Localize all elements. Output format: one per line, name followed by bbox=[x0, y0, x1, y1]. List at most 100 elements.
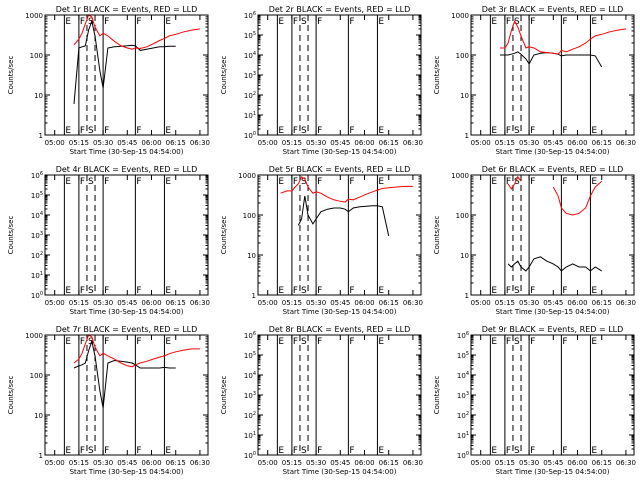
x-tick-label: 05:30 bbox=[93, 459, 113, 467]
panel-title: Det 3r BLACK = Events, RED = LLD bbox=[482, 5, 624, 14]
y-tick-label: 100 bbox=[244, 451, 256, 460]
event-marker-label-bottom: S bbox=[88, 126, 94, 136]
y-tick-label: 103 bbox=[457, 391, 469, 400]
panel-title: Det 9r BLACK = Events, RED = LLD bbox=[482, 325, 624, 334]
y-tick-label: 101 bbox=[244, 111, 256, 120]
axes-frame bbox=[44, 334, 209, 456]
panel-title: Det 7r BLACK = Events, RED = LLD bbox=[56, 325, 198, 334]
y-tick-label: 103 bbox=[31, 231, 43, 240]
detector-panel: Det 1r BLACK = Events, RED = LLDEEFFSSFF… bbox=[7, 5, 210, 156]
event-marker-label-top: F bbox=[317, 337, 322, 347]
event-marker-label-bottom: E bbox=[165, 286, 171, 296]
event-marker-label-top: E bbox=[378, 177, 384, 187]
event-marker-label-top: E bbox=[378, 17, 384, 27]
x-tick-label: 06:15 bbox=[166, 139, 186, 147]
series-line-events bbox=[73, 339, 176, 409]
x-tick-label: 06:00 bbox=[141, 299, 161, 307]
y-tick-label: 10 bbox=[34, 412, 43, 420]
y-tick-label: 10 bbox=[460, 92, 469, 100]
event-marker-label-bottom: F bbox=[80, 126, 85, 136]
event-marker-label-top: S bbox=[88, 17, 94, 27]
x-tick-label: 05:45 bbox=[117, 459, 137, 467]
event-marker-label-bottom: E bbox=[378, 446, 384, 456]
event-marker-label-bottom: E bbox=[591, 126, 597, 136]
x-tick-label: 05:15 bbox=[495, 299, 515, 307]
series-line-events bbox=[73, 19, 176, 104]
x-tick-label: 05:15 bbox=[282, 299, 302, 307]
x-axis-label: Start Time (30-Sep-15 04:54:00) bbox=[496, 148, 610, 156]
event-marker-label-bottom: E bbox=[278, 446, 284, 456]
x-tick-label: 05:00 bbox=[45, 459, 65, 467]
x-tick-label: 06:15 bbox=[592, 299, 612, 307]
x-tick-label: 05:15 bbox=[69, 299, 89, 307]
y-tick-label: 102 bbox=[457, 411, 469, 420]
x-tick-label: 05:15 bbox=[69, 139, 89, 147]
event-marker-label-bottom: F bbox=[349, 126, 354, 136]
x-tick-label: 06:15 bbox=[592, 139, 612, 147]
x-tick-label: 05:30 bbox=[306, 459, 326, 467]
event-marker-label-bottom: F bbox=[349, 446, 354, 456]
detector-panel: Det 8r BLACK = Events, RED = LLDEEFFSSFF… bbox=[220, 325, 423, 476]
event-marker-label-bottom: E bbox=[65, 286, 71, 296]
axes-frame bbox=[44, 14, 209, 136]
event-marker-label-bottom: F bbox=[530, 446, 535, 456]
event-marker-label-bottom: S bbox=[514, 126, 520, 136]
x-axis-label: Start Time (30-Sep-15 04:54:00) bbox=[70, 148, 184, 156]
y-tick-label: 100 bbox=[30, 372, 43, 380]
x-tick-label: 05:00 bbox=[258, 139, 278, 147]
event-marker-label-bottom: F bbox=[136, 126, 141, 136]
axes-frame bbox=[470, 174, 635, 296]
event-marker-label-top: F bbox=[80, 17, 85, 27]
x-tick-label: 06:00 bbox=[354, 299, 374, 307]
event-marker-label-top: F bbox=[80, 337, 85, 347]
y-tick-label: 1 bbox=[465, 132, 469, 140]
event-marker-label-top: F bbox=[136, 17, 141, 27]
event-marker-label-bottom: E bbox=[378, 286, 384, 296]
event-marker-label-top: F bbox=[104, 337, 109, 347]
panel-title: Det 5r BLACK = Events, RED = LLD bbox=[269, 165, 411, 174]
y-tick-label: 106 bbox=[31, 171, 43, 180]
event-marker-label-top: F bbox=[562, 177, 567, 187]
y-tick-label: 105 bbox=[244, 351, 256, 360]
x-tick-label: 05:00 bbox=[258, 459, 278, 467]
x-tick-label: 06:30 bbox=[190, 459, 210, 467]
y-tick-label: 10 bbox=[247, 252, 256, 260]
detector-panel: Det 3r BLACK = Events, RED = LLDEEFFSSFF… bbox=[433, 5, 636, 156]
event-marker-label-bottom: F bbox=[349, 286, 354, 296]
axes-frame bbox=[470, 14, 635, 136]
y-tick-label: 100 bbox=[30, 52, 43, 60]
x-tick-label: 05:30 bbox=[93, 299, 113, 307]
x-tick-label: 05:30 bbox=[306, 299, 326, 307]
x-tick-label: 06:30 bbox=[403, 139, 423, 147]
y-tick-label: 10 bbox=[34, 92, 43, 100]
x-tick-label: 05:30 bbox=[519, 299, 539, 307]
x-tick-label: 06:30 bbox=[403, 459, 423, 467]
event-marker-label-top: F bbox=[349, 17, 354, 27]
x-tick-label: 06:15 bbox=[379, 139, 399, 147]
event-marker-label-top: S bbox=[514, 17, 520, 27]
x-tick-label: 05:45 bbox=[117, 139, 137, 147]
event-marker-label-bottom: S bbox=[301, 446, 307, 456]
event-marker-label-top: F bbox=[506, 17, 511, 27]
y-tick-label: 106 bbox=[244, 331, 256, 340]
x-tick-label: 05:15 bbox=[282, 459, 302, 467]
series-line-lld bbox=[507, 175, 603, 216]
axes-frame bbox=[470, 334, 635, 456]
x-tick-label: 06:15 bbox=[166, 459, 186, 467]
event-marker-label-top: E bbox=[491, 337, 497, 347]
detector-panel: Det 5r BLACK = Events, RED = LLDEEFFSSFF… bbox=[220, 165, 423, 316]
y-axis-label: Counts/sec bbox=[433, 56, 441, 95]
x-tick-label: 05:00 bbox=[471, 139, 491, 147]
x-tick-label: 05:45 bbox=[543, 299, 563, 307]
event-marker-label-top: S bbox=[514, 177, 520, 187]
event-marker-label-top: F bbox=[293, 17, 298, 27]
x-tick-label: 05:15 bbox=[69, 459, 89, 467]
y-tick-label: 103 bbox=[244, 391, 256, 400]
event-marker-label-bottom: F bbox=[80, 286, 85, 296]
event-marker-label-top: S bbox=[301, 17, 307, 27]
y-tick-label: 105 bbox=[31, 191, 43, 200]
event-marker-label-bottom: F bbox=[506, 286, 511, 296]
x-tick-label: 06:00 bbox=[567, 299, 587, 307]
event-marker-label-bottom: S bbox=[88, 286, 94, 296]
y-tick-label: 1000 bbox=[451, 172, 469, 180]
